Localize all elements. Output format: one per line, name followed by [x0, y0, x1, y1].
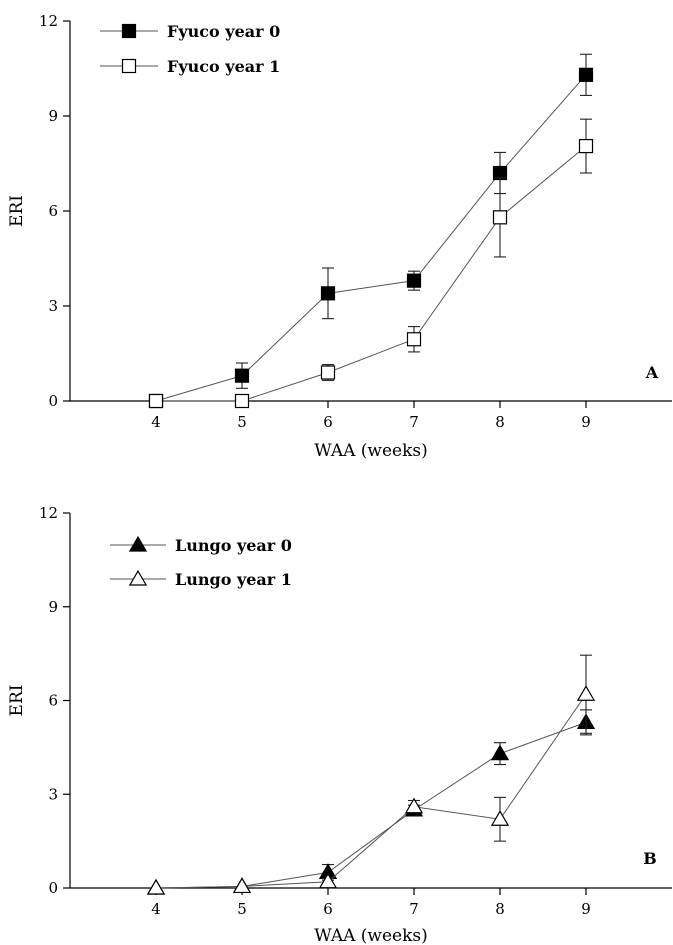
x-tick-label: 5 — [237, 413, 247, 431]
data-point — [320, 286, 336, 301]
legend-label: Fyuco year 0 — [167, 22, 280, 41]
x-tick-label: 4 — [151, 900, 161, 918]
x-tick-label: 7 — [409, 413, 419, 431]
data-point — [578, 67, 594, 82]
series-0 — [146, 709, 596, 895]
x-tick-label: 9 — [581, 413, 591, 431]
legend-label: Lungo year 1 — [175, 570, 292, 589]
legend-marker — [121, 58, 137, 74]
data-point — [234, 368, 250, 383]
y-tick-label: 9 — [48, 107, 58, 125]
x-axis-label: WAA (weeks) — [314, 441, 428, 461]
legend-label: Lungo year 0 — [175, 536, 292, 555]
y-axis-label: ERI — [7, 685, 27, 717]
x-axis-label: WAA (weeks) — [314, 926, 428, 945]
legend: Fyuco year 0 Fyuco year 1 — [100, 22, 280, 76]
data-point — [406, 273, 422, 288]
legend-item: Lungo year 0 — [110, 535, 292, 555]
x-tick-label: 6 — [323, 900, 333, 918]
data-point — [148, 393, 164, 409]
y-tick-label: 0 — [48, 879, 58, 897]
series-line — [155, 693, 587, 889]
series-line — [155, 74, 587, 402]
data-point — [318, 872, 338, 889]
data-point — [320, 365, 336, 380]
x-tick-label: 7 — [409, 900, 419, 918]
legend-item: Fyuco year 1 — [100, 57, 280, 76]
series-1 — [146, 654, 596, 895]
legend-item: Fyuco year 0 — [100, 22, 280, 41]
y-tick-label: 12 — [39, 504, 58, 522]
series-line — [155, 721, 587, 889]
series-0 — [148, 53, 594, 409]
data-point — [404, 797, 424, 814]
data-point — [578, 138, 594, 154]
data-point — [576, 685, 596, 701]
data-point — [406, 332, 422, 347]
y-tick-label: 0 — [48, 392, 58, 410]
legend-item: Lungo year 1 — [110, 569, 292, 589]
legend-marker — [128, 535, 148, 552]
legend-marker — [121, 23, 137, 39]
y-tick-label: 3 — [48, 297, 58, 315]
x-tick-label: 9 — [581, 900, 591, 918]
data-point — [490, 744, 510, 761]
y-axis-label: ERI — [7, 195, 27, 227]
data-point — [490, 810, 510, 826]
y-tick-label: 6 — [48, 202, 58, 220]
series-line — [156, 145, 587, 402]
series-1 — [148, 118, 594, 409]
legend: Lungo year 0 Lungo year 1 — [110, 535, 292, 589]
x-tick-label: 4 — [151, 413, 161, 431]
y-tick-label: 9 — [48, 598, 58, 616]
panel-label: A — [645, 363, 659, 382]
y-tick-label: 12 — [39, 12, 58, 30]
data-point — [146, 878, 166, 895]
x-tick-label: 6 — [323, 413, 333, 431]
x-tick-label: 8 — [495, 900, 505, 918]
y-tick-label: 6 — [48, 692, 58, 710]
data-point — [234, 393, 250, 409]
data-point — [492, 210, 508, 225]
y-tick-label: 3 — [48, 785, 58, 803]
panel-label: B — [643, 849, 657, 868]
x-tick-label: 5 — [237, 900, 247, 918]
data-point — [232, 877, 252, 894]
x-tick-label: 8 — [495, 413, 505, 431]
legend-label: Fyuco year 1 — [167, 57, 280, 76]
legend-marker — [128, 569, 148, 586]
